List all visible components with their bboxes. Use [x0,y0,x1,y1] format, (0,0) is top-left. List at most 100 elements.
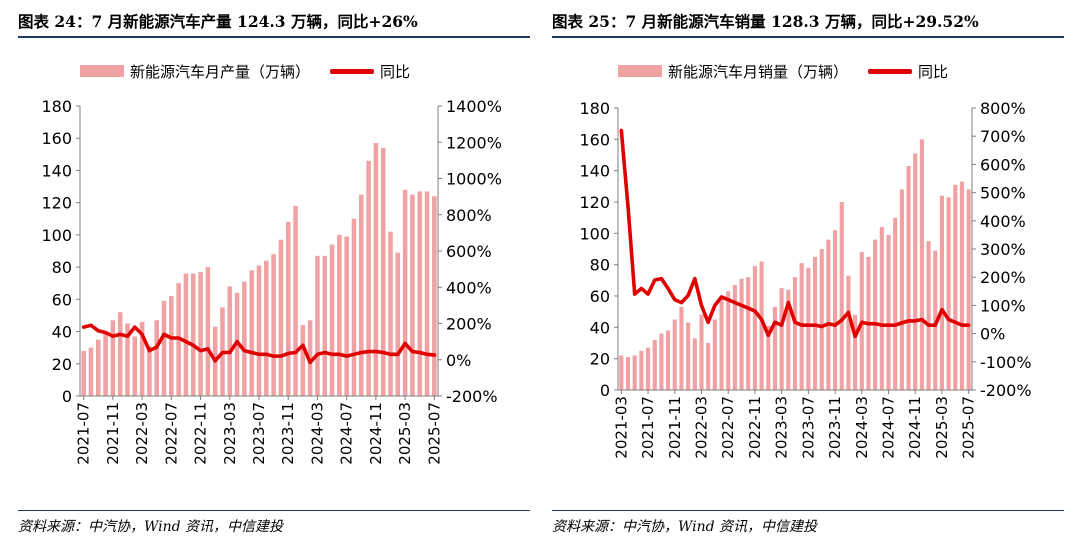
bar [826,239,831,390]
bar [285,222,291,396]
bar [169,296,174,396]
bar [746,277,751,390]
y-left-tick-label: 160 [579,130,610,149]
bar [432,196,437,396]
bar [879,227,884,390]
x-tick-label: 2022-07 [719,396,737,459]
bar [666,330,671,390]
y-left-tick-label: 160 [41,129,72,148]
bar [110,320,116,396]
bar [366,160,371,396]
bar [853,314,858,390]
bar [652,339,657,390]
bar [686,322,691,390]
y-right-tick-label: -200% [446,387,498,406]
y-right-tick-label: 700% [980,127,1026,146]
y-right-tick-label: 1200% [446,133,502,152]
legend-line-swatch [330,68,375,74]
x-tick-label: 2023-07 [250,402,268,465]
bar [154,320,159,396]
y-left-tick-label: 180 [41,97,72,116]
bar [672,319,677,390]
x-tick-label: 2022-03 [692,396,710,459]
x-tick-label: 2023-03 [773,396,791,459]
bar [779,288,784,390]
x-tick-label: 2021-07 [75,402,93,465]
yoy-line [619,128,971,339]
bar [833,230,838,390]
bar [899,189,904,390]
bar [256,265,262,396]
bar [322,255,328,396]
x-tick-label: 2021-03 [612,396,630,459]
x-tick-label: 2023-07 [799,396,817,459]
bar [759,261,764,390]
bar [625,357,631,390]
chart-legend: 新能源汽车月销量（万辆） 同比 [618,60,968,82]
legend-item-bar: 新能源汽车月产量（万辆） [80,61,310,82]
bar [766,325,771,390]
bar [351,218,357,396]
x-tick-label: 2023-03 [221,402,239,465]
bar [388,231,393,396]
bottom-rule [18,510,530,511]
y-left-tick-label: 80 [52,258,72,277]
x-tick-label: 2024-11 [367,402,385,465]
y-right-tick-label: 400% [980,212,1026,231]
bar [719,296,724,390]
bar [380,147,386,396]
y-right-tick-label: 1400% [446,97,502,116]
bar [190,273,196,396]
legend-bar-label: 新能源汽车月销量（万辆） [668,62,849,81]
bar [227,286,233,396]
y-right-tick-label: 600% [980,155,1026,174]
x-tick-label: 2022-03 [133,402,151,465]
bar [242,281,247,396]
y-right-tick-label: 300% [980,240,1026,259]
bar [125,323,130,396]
chart-panel-sales: 图表 25：7 月新能源汽车销量 128.3 万辆，同比+29.52% 新能源汽… [552,0,1072,550]
sales-chart: 0 20 40 60 80 100 120 140 160 180 -200% -100% 0% 100%… [579,99,1031,459]
bar [792,277,798,390]
bar [846,275,851,390]
bar [959,181,965,390]
legend-line-label: 同比 [918,62,949,81]
y-left-tick-label: 120 [41,194,72,213]
y-right-tick-label: 800% [446,206,492,225]
bar [402,189,408,396]
x-tick-label: 2022-11 [746,396,764,459]
legend-bar-swatch [80,65,124,77]
bar [373,143,379,396]
bar [953,184,958,390]
y-right-tick-label: 200% [980,268,1026,287]
legend-item-bar: 新能源汽车月销量（万辆） [618,61,848,82]
bar [198,271,203,396]
x-tick-label: 2024-11 [906,396,924,459]
x-tick-label: 2025-03 [933,396,951,459]
bar [639,350,644,390]
x-tick-label: 2021-11 [666,396,684,459]
y-right-tick-label: 0% [446,351,471,370]
x-tick-label: 2023-11 [826,396,844,459]
y-left-tick-label: 20 [52,355,72,374]
bar [147,346,152,396]
source-note: 资料来源：中汽协，Wind 资讯，中信建投 [18,519,284,535]
bar [819,249,824,390]
bar [712,319,717,390]
bar [329,244,335,396]
bar [752,266,757,390]
bar [726,291,731,390]
bar [96,339,101,396]
bar [81,350,86,396]
y-right-tick-label: 500% [980,184,1026,203]
figure-title: 图表 24：7 月新能源汽车产量 124.3 万辆，同比+26% [18,12,418,31]
bar [913,153,918,390]
bar [659,333,664,390]
x-tick-label: 2024-03 [308,402,326,465]
bar [886,234,891,390]
legend-bar-swatch [618,65,662,77]
bar [271,254,276,396]
bar [264,260,269,396]
yoy-line [81,323,437,365]
bar [946,197,951,390]
